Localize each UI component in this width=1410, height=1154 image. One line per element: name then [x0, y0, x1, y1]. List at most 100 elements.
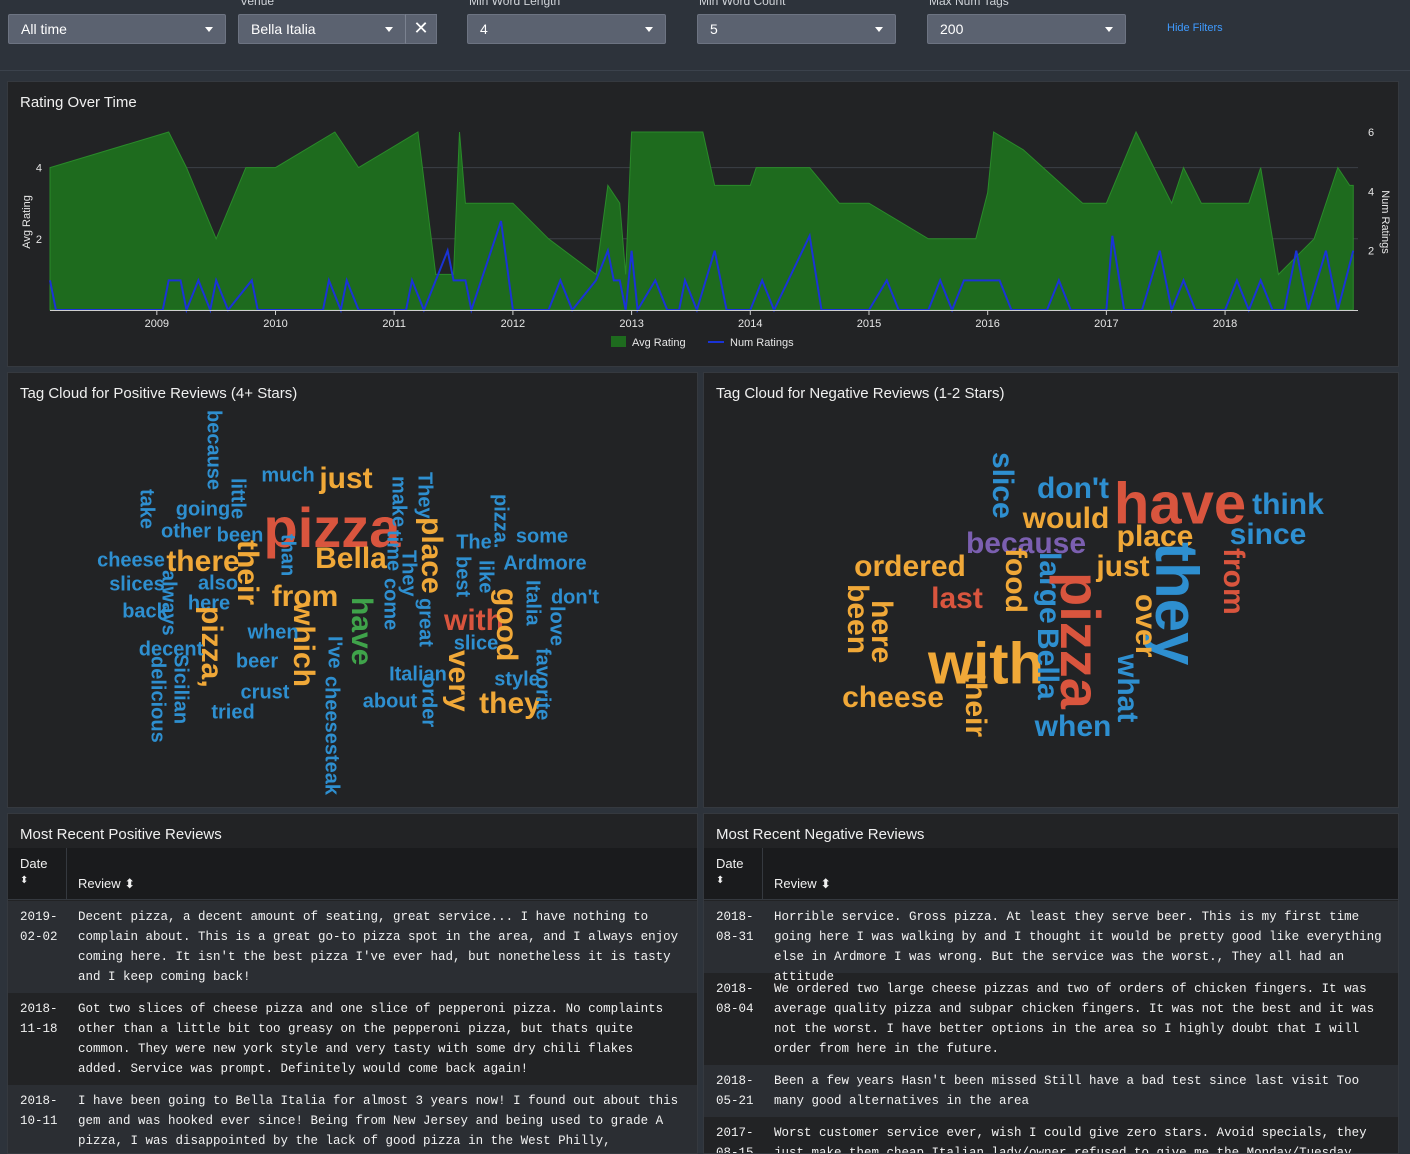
- num-ratings-line: [49, 220, 1355, 314]
- sort-icon[interactable]: ⬍: [820, 876, 832, 891]
- time-range-select[interactable]: All time: [8, 14, 226, 44]
- tag-word: great: [415, 598, 437, 647]
- tag-word: favorite: [532, 648, 554, 720]
- tag-word: from: [272, 580, 339, 613]
- negative-reviews-panel: Most Recent Negative Reviews Date ⬍ Revie…: [703, 813, 1399, 1154]
- tag-word: decent: [139, 638, 204, 660]
- review-date: 2019-02-02: [20, 910, 58, 944]
- sort-icon[interactable]: ⬍: [716, 875, 725, 886]
- review-text: Horrible service. Gross pizza. At least …: [774, 910, 1382, 984]
- chevron-down-icon: [645, 27, 653, 32]
- tag-word: come: [380, 578, 402, 630]
- tag-word: pizza: [1049, 572, 1112, 710]
- y-tick-label: 2: [36, 234, 42, 246]
- positive-tag-cloud-panel: Tag Cloud for Positive Reviews (4+ Stars…: [7, 372, 698, 808]
- tag-word: Italian: [389, 663, 447, 685]
- review-header-label: Review: [774, 876, 817, 891]
- tag-word: take: [136, 489, 158, 529]
- tag-word: beer: [236, 650, 278, 672]
- tag-word: when: [246, 621, 298, 643]
- tag-word: they: [479, 687, 541, 720]
- venue-value: Bella Italia: [251, 21, 316, 37]
- review-text: Worst customer service ever, wish I coul…: [774, 1126, 1367, 1154]
- tag-word: delicious: [147, 656, 169, 743]
- column-divider: [762, 848, 763, 899]
- tag-word: been: [841, 584, 874, 654]
- y-tick-label: 4: [36, 163, 42, 175]
- tag-word: with: [927, 631, 1044, 696]
- sort-icon[interactable]: ⬍: [20, 875, 29, 886]
- column-divider: [66, 848, 67, 899]
- review-text: Got two slices of cheese pizza and one s…: [78, 1002, 664, 1076]
- positive-cloud-title: Tag Cloud for Positive Reviews (4+ Stars…: [20, 385, 298, 402]
- x-tick-label: 2009: [145, 318, 169, 330]
- date-column-header[interactable]: Date ⬍: [20, 856, 47, 886]
- tag-word: best: [452, 556, 474, 597]
- tag-word: Ardmore: [503, 552, 586, 574]
- positive-reviews-title: Most Recent Positive Reviews: [20, 826, 222, 843]
- clear-venue-button[interactable]: ✕: [405, 14, 437, 44]
- table-row: 2018-08-31 Horrible service. Gross pizza…: [704, 901, 1398, 984]
- chevron-down-icon: [205, 27, 213, 32]
- tag-word: make: [388, 476, 410, 527]
- chevron-down-icon: [1105, 27, 1113, 32]
- negative-tag-cloud-panel: Tag Cloud for Negative Reviews (1-2 Star…: [703, 372, 1399, 808]
- x-tick-label: 2017: [1094, 318, 1118, 330]
- table-row: 2019-02-02 Decent pizza, a decent amount…: [8, 901, 697, 993]
- tag-word: about: [363, 690, 418, 712]
- tag-word: they: [1143, 542, 1210, 666]
- max-num-tags-label: Max Num Tags: [929, 0, 1009, 8]
- review-column-header[interactable]: Review ⬍: [774, 876, 831, 892]
- tag-word: love: [546, 606, 568, 646]
- x-tick-label: 2010: [263, 318, 287, 330]
- min-word-count-label: Min Word Count: [699, 0, 786, 8]
- tag-word: been: [217, 524, 264, 546]
- tag-word: their: [959, 672, 992, 737]
- legend-label-avg-rating: Avg Rating: [632, 337, 686, 349]
- tag-word: Bella: [315, 542, 387, 575]
- tag-word: because: [966, 527, 1086, 560]
- negative-cloud-title: Tag Cloud for Negative Reviews (1-2 Star…: [716, 385, 1005, 402]
- tag-word: They: [398, 550, 420, 598]
- y2-tick-label: 2: [1368, 246, 1374, 258]
- tag-word: just: [1095, 550, 1149, 583]
- x-tick-label: 2014: [738, 318, 762, 330]
- legend-swatch-avg-rating: [611, 336, 626, 347]
- tag-word: don't: [1037, 472, 1109, 505]
- review-date: 2018-11-18: [20, 1002, 58, 1036]
- tag-word: also: [198, 572, 238, 594]
- tag-word: pizza.: [490, 494, 512, 548]
- tag-word: when: [1034, 710, 1112, 743]
- tag-clouds: pizzajustmuchBellabecausegoinglittletake…: [97, 410, 1324, 796]
- tag-word: think: [1252, 488, 1324, 521]
- max-num-tags-select[interactable]: 200: [927, 14, 1126, 44]
- min-word-count-value: 5: [710, 21, 718, 37]
- tag-word: much: [261, 464, 314, 486]
- date-header-label: Date: [20, 856, 48, 871]
- hide-filters-link[interactable]: Hide Filters: [1167, 22, 1223, 34]
- tag-word: have: [1114, 471, 1246, 536]
- date-column-header[interactable]: Date ⬍: [716, 856, 743, 886]
- tag-word: with: [443, 604, 504, 637]
- filter-divider: [0, 70, 1410, 71]
- x-tick-label: 2018: [1213, 318, 1237, 330]
- negative-reviews-title: Most Recent Negative Reviews: [716, 826, 925, 843]
- y2-tick-label: 6: [1368, 127, 1374, 139]
- tag-word: slice: [454, 632, 498, 654]
- min-word-length-select[interactable]: 4: [467, 14, 666, 44]
- max-num-tags-value: 200: [940, 21, 964, 37]
- tag-word: like: [475, 560, 497, 593]
- review-column-header[interactable]: Review ⬍: [78, 876, 135, 892]
- tag-word: slices: [109, 573, 165, 595]
- tag-word: cheesesteak: [321, 676, 343, 796]
- x-tick-label: 2015: [857, 318, 881, 330]
- tag-word: going: [176, 498, 230, 520]
- min-word-length-label: Min Word Length: [469, 0, 561, 8]
- tag-word: their: [231, 540, 264, 605]
- close-icon: ✕: [413, 18, 429, 38]
- tag-word: ordered: [854, 550, 966, 583]
- tag-word: crust: [241, 681, 290, 703]
- sort-icon[interactable]: ⬍: [124, 876, 136, 891]
- min-word-count-select[interactable]: 5: [697, 14, 896, 44]
